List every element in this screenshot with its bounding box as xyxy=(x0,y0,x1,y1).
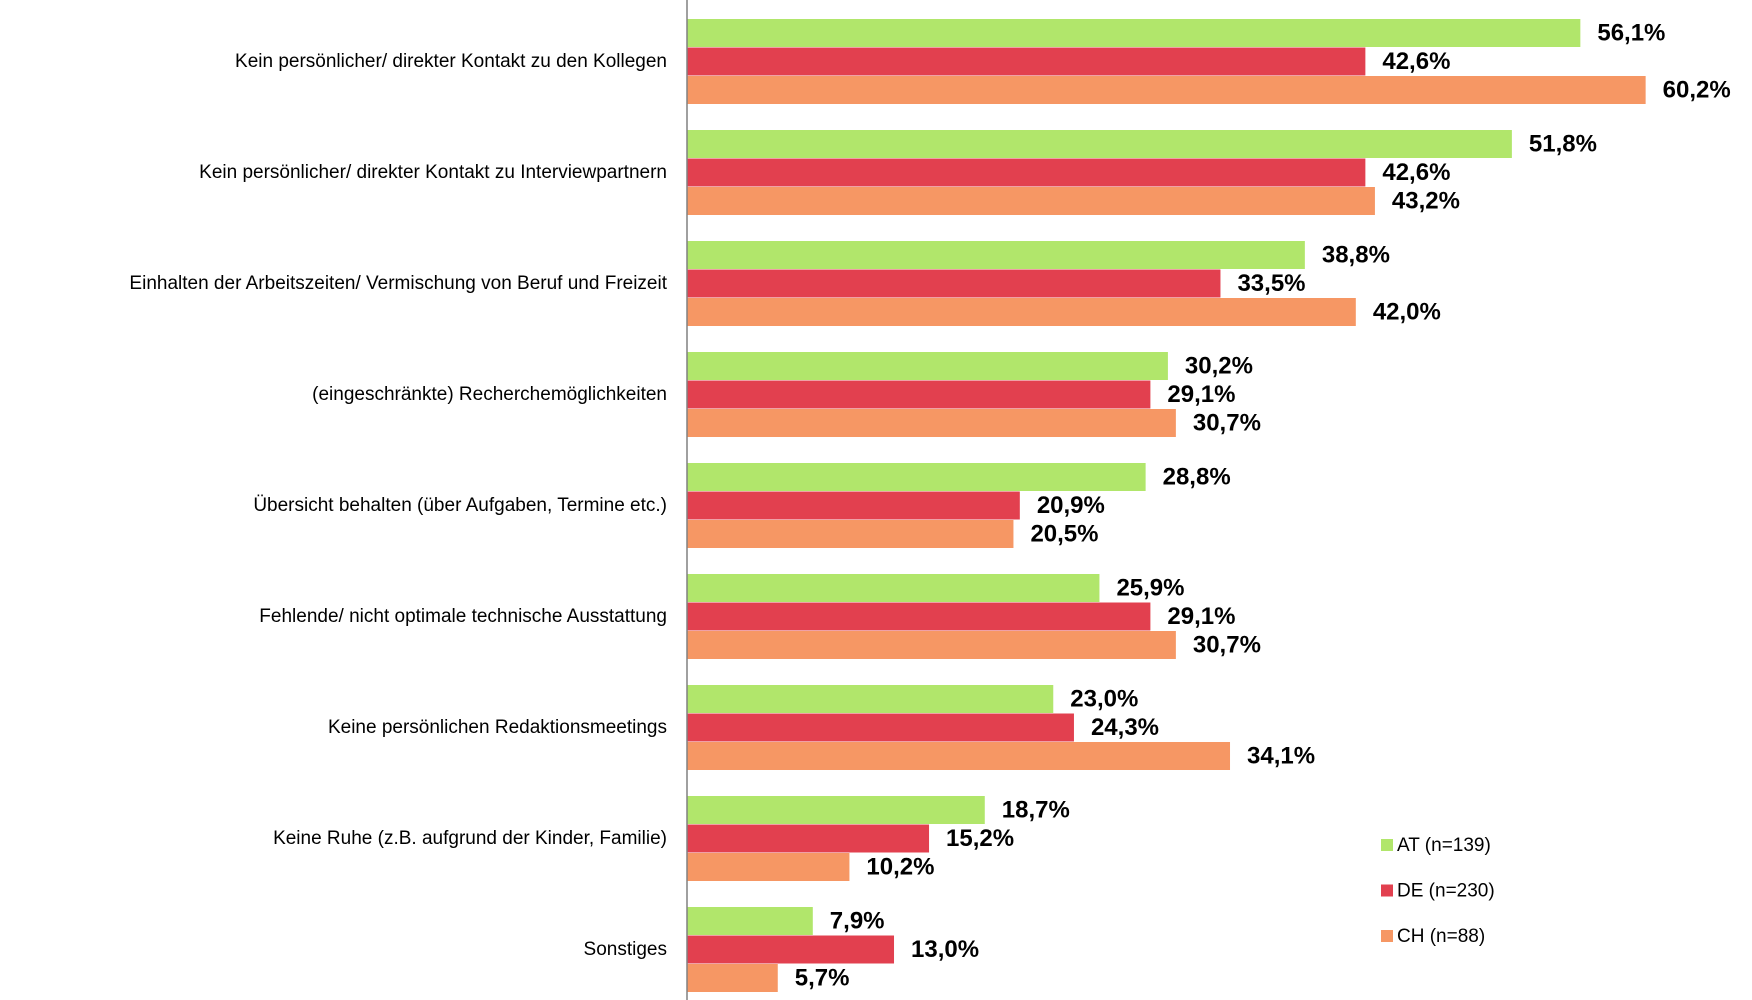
bar xyxy=(687,241,1305,269)
category-label: Keine persönlichen Redaktionsmeetings xyxy=(328,717,667,738)
bar xyxy=(687,491,1020,520)
value-label: 34,1% xyxy=(1247,743,1315,770)
value-label: 10,2% xyxy=(866,854,934,881)
legend-swatch xyxy=(1381,839,1393,851)
bar xyxy=(687,574,1100,602)
value-label: 51,8% xyxy=(1529,131,1597,158)
bar xyxy=(687,742,1231,770)
bar xyxy=(687,520,1014,548)
bar xyxy=(687,713,1074,742)
bar xyxy=(687,130,1512,158)
bar xyxy=(687,463,1146,491)
legend-swatch xyxy=(1381,884,1393,897)
value-label: 20,5% xyxy=(1030,521,1098,548)
value-label: 42,6% xyxy=(1382,159,1450,186)
bar xyxy=(687,352,1168,380)
category-label: Übersicht behalten (über Aufgaben, Termi… xyxy=(253,495,667,516)
value-label: 29,1% xyxy=(1167,381,1235,408)
value-label: 38,8% xyxy=(1322,242,1390,269)
value-label: 42,0% xyxy=(1373,299,1441,326)
value-label: 5,7% xyxy=(795,965,850,992)
value-label: 24,3% xyxy=(1091,714,1159,741)
bar xyxy=(687,853,850,881)
value-label: 15,2% xyxy=(946,825,1014,852)
legend-label: AT (n=139) xyxy=(1397,835,1491,856)
value-label: 20,9% xyxy=(1037,492,1105,519)
value-label: 60,2% xyxy=(1663,77,1731,104)
value-label: 30,7% xyxy=(1193,410,1261,437)
legend-label: CH (n=88) xyxy=(1397,926,1485,947)
bar xyxy=(687,187,1375,215)
bar xyxy=(687,824,930,853)
category-label: Kein persönlicher/ direkter Kontakt zu d… xyxy=(235,51,667,72)
value-label: 42,6% xyxy=(1382,48,1450,75)
value-label: 7,9% xyxy=(830,908,885,935)
category-label: Kein persönlicher/ direkter Kontakt zu I… xyxy=(199,162,667,183)
bar xyxy=(687,964,778,992)
value-label: 30,7% xyxy=(1193,632,1261,659)
bar xyxy=(687,269,1221,298)
value-label: 56,1% xyxy=(1597,20,1665,47)
value-label: 33,5% xyxy=(1237,270,1305,297)
category-label: Sonstiges xyxy=(584,939,667,960)
bar xyxy=(687,796,985,824)
value-label: 18,7% xyxy=(1002,797,1070,824)
bar xyxy=(687,298,1356,326)
legend-swatch xyxy=(1381,930,1393,942)
value-label: 28,8% xyxy=(1163,464,1231,491)
bar xyxy=(687,380,1151,409)
value-label: 29,1% xyxy=(1167,603,1235,630)
value-label: 43,2% xyxy=(1392,188,1460,215)
bar xyxy=(687,602,1151,631)
bar xyxy=(687,158,1366,187)
value-label: 25,9% xyxy=(1116,575,1184,602)
bar xyxy=(687,935,895,964)
bar xyxy=(687,907,813,935)
value-label: 13,0% xyxy=(911,936,979,963)
category-label: Keine Ruhe (z.B. aufgrund der Kinder, Fa… xyxy=(273,828,667,849)
value-label: 30,2% xyxy=(1185,353,1253,380)
category-label: Fehlende/ nicht optimale technische Auss… xyxy=(259,606,667,627)
category-label: (eingeschränkte) Recherchemöglichkeiten xyxy=(312,384,667,405)
category-label: Einhalten der Arbeitszeiten/ Vermischung… xyxy=(129,273,667,294)
value-label: 23,0% xyxy=(1070,686,1138,713)
bar xyxy=(687,19,1581,47)
bar xyxy=(687,631,1176,659)
bar xyxy=(687,685,1054,713)
bar xyxy=(687,47,1366,76)
bar xyxy=(687,76,1646,104)
legend-label: DE (n=230) xyxy=(1397,881,1495,902)
bar xyxy=(687,409,1176,437)
